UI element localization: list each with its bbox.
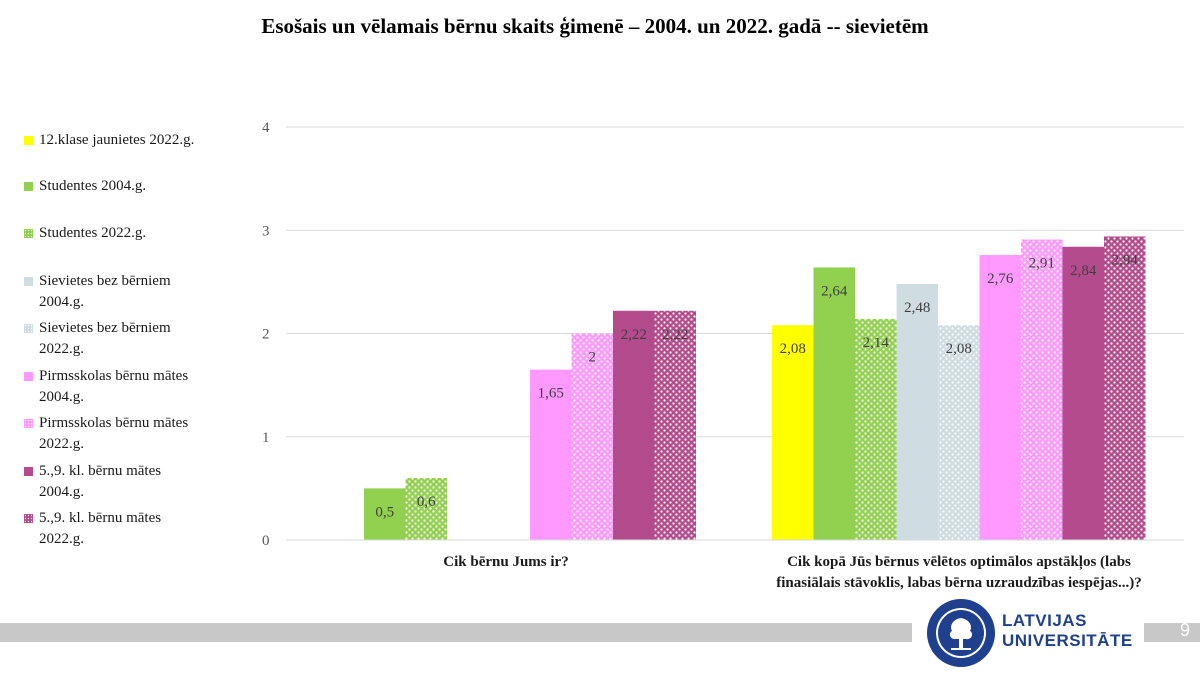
bar-data-label: 2,64 xyxy=(821,283,848,299)
legend-label-line: 12.klase jaunietes 2022.g. xyxy=(39,132,195,148)
bar-data-label: 2,22 xyxy=(621,327,647,343)
legend-swatch xyxy=(24,229,33,238)
bar-data-label: 2,08 xyxy=(780,341,806,357)
logo-text-line2: UNIVERSITĀTE xyxy=(1002,631,1133,650)
bar xyxy=(772,325,814,540)
bar-data-label: 2,08 xyxy=(946,341,972,357)
legend-swatch xyxy=(24,419,33,428)
bar-data-label: 1,65 xyxy=(538,386,564,402)
legend-item: Pirmsskolas bērnu mātes 2004.g. xyxy=(24,366,188,408)
legend-item: 5.,9. kl. bērnu mātes 2004.g. xyxy=(24,461,161,503)
legend-label-line: 2004.g. xyxy=(39,484,84,500)
bar xyxy=(613,310,655,540)
logo-text-line1: LATVIJAS xyxy=(1002,611,1087,630)
legend-item: Studentes 2004.g. xyxy=(24,176,146,197)
bar-data-label: 2,94 xyxy=(1112,252,1139,268)
chart-title: Esošais un vēlamais bērnu skaits ģimenē … xyxy=(261,14,929,38)
legend-swatch xyxy=(24,277,33,286)
legend-swatch xyxy=(24,136,33,145)
bar xyxy=(1062,246,1104,540)
bar-data-label: 0,6 xyxy=(417,494,436,510)
bar-data-label: 2 xyxy=(589,350,597,366)
legend-item: Studentes 2022.g. xyxy=(24,223,146,244)
bar xyxy=(896,283,938,540)
legend-label: 5.,9. kl. bērnu mātes 2022.g. xyxy=(39,508,161,550)
legend-label: Sievietes bez bērniem 2022.g. xyxy=(39,318,171,360)
legend-label-line: Studentes 2004.g. xyxy=(39,178,147,194)
legend-label: Sievietes bez bērniem 2004.g. xyxy=(39,271,171,313)
legend-label: 5.,9. kl. bērnu mātes 2004.g. xyxy=(39,461,161,503)
legend-label-line: Studentes 2022.g. xyxy=(39,225,147,241)
legend-label-line: Pirmsskolas bērnu mātes xyxy=(39,368,189,384)
legend-swatch xyxy=(24,372,33,381)
bar-data-label: 2,76 xyxy=(987,271,1014,287)
bar xyxy=(530,369,572,540)
bar xyxy=(1021,239,1063,541)
legend-label-line: 2022.g. xyxy=(39,531,84,547)
legend-label-line: 5.,9. kl. bērnu mātes xyxy=(39,463,162,479)
y-tick-label: 4 xyxy=(262,120,270,136)
bar-data-label: 2,22 xyxy=(662,327,688,343)
legend-item: Sievietes bez bērniem 2022.g. xyxy=(24,318,171,360)
bar-chart: 0 1 2 3 4 0,5 0,6 1,65 2 2,22 2,22 2,08 2,64 2,14 2,4… xyxy=(262,120,1184,591)
legend-label: Studentes 2004.g. xyxy=(39,176,146,197)
bar xyxy=(855,319,897,540)
legend-label: Studentes 2022.g. xyxy=(39,223,146,244)
legend-item: Pirmsskolas bērnu mātes 2022.g. xyxy=(24,413,188,455)
legend-label-line: Pirmsskolas bērnu mātes xyxy=(39,415,189,431)
x-category-label: Cik kopā Jūs bērnus vēlētos optimālos ap… xyxy=(787,554,1131,570)
university-name: LATVIJAS UNIVERSITĀTE xyxy=(1002,611,1133,651)
bar-data-label: 0,5 xyxy=(375,504,394,520)
bar xyxy=(405,478,447,540)
legend-label: Pirmsskolas bērnu mātes 2004.g. xyxy=(39,366,188,408)
y-tick-label: 1 xyxy=(262,430,270,446)
bar xyxy=(938,325,980,540)
legend-label-line: 2004.g. xyxy=(39,389,84,405)
legend-swatch xyxy=(24,467,33,476)
page-number: 9 xyxy=(1179,620,1190,640)
legend-item: 12.klase jaunietes 2022.g. xyxy=(24,130,194,151)
legend-label: 12.klase jaunietes 2022.g. xyxy=(39,130,194,151)
bar xyxy=(364,488,406,540)
legend-label-line: 2022.g. xyxy=(39,436,84,452)
bar-data-label: 2,48 xyxy=(904,300,930,316)
footer-bar-right xyxy=(1144,623,1200,642)
legend-label-line: Sievietes bez bērniem xyxy=(39,320,171,336)
legend-item: Sievietes bez bērniem 2004.g. xyxy=(24,271,171,313)
bar-data-label: 2,91 xyxy=(1029,256,1055,272)
legend-label-line: 2022.g. xyxy=(39,341,84,357)
university-seal-logo xyxy=(927,599,995,667)
y-tick-label: 0 xyxy=(262,533,270,549)
bar xyxy=(571,333,613,540)
y-tick-label: 2 xyxy=(262,327,270,343)
legend-label: Pirmsskolas bērnu mātes 2022.g. xyxy=(39,413,188,455)
bar-data-label: 2,84 xyxy=(1070,263,1097,279)
bar-data-label: 2,14 xyxy=(863,335,890,351)
bar xyxy=(1104,236,1146,540)
y-tick-label: 3 xyxy=(262,223,270,239)
legend-swatch xyxy=(24,182,33,191)
legend-swatch xyxy=(24,514,33,523)
legend-swatch xyxy=(24,324,33,333)
legend-label-line: 5.,9. kl. bērnu mātes xyxy=(39,510,162,526)
x-category-label: Cik bērnu Jums ir? xyxy=(443,554,568,570)
legend-item: 5.,9. kl. bērnu mātes 2022.g. xyxy=(24,508,161,550)
legend-label-line: Sievietes bez bērniem xyxy=(39,273,171,289)
legend-label-line: 2004.g. xyxy=(39,294,84,310)
bar xyxy=(654,310,696,540)
x-category-label: finasiālais stāvoklis, labas bērna uzrau… xyxy=(776,575,1141,591)
footer-bar xyxy=(0,623,912,642)
bar xyxy=(813,267,855,540)
bar xyxy=(979,255,1021,540)
